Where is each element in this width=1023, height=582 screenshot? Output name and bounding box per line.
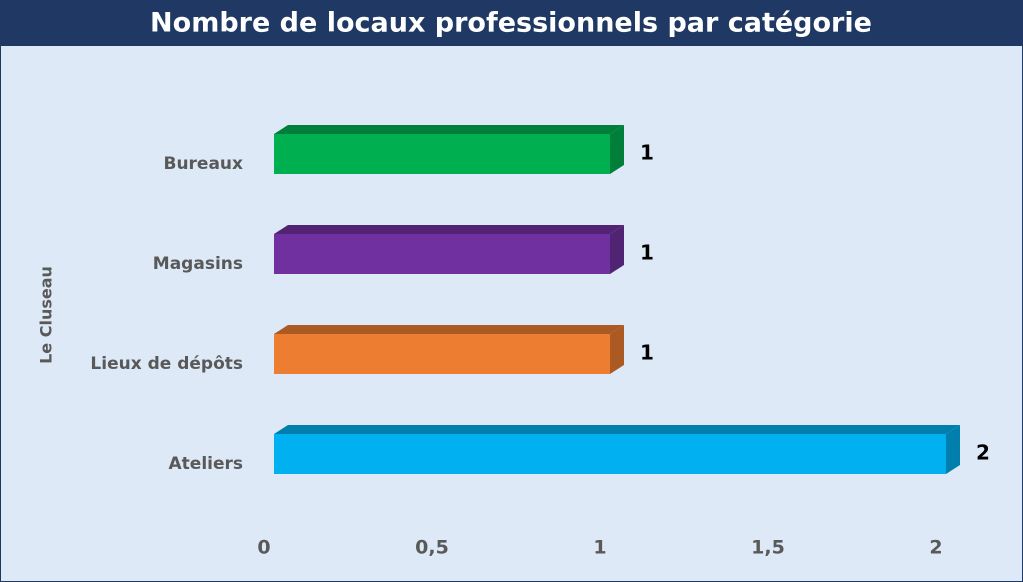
chart-title: Nombre de locaux professionnels par caté… bbox=[150, 8, 872, 39]
y-tick-label: Magasins bbox=[153, 254, 243, 274]
bar-side bbox=[610, 325, 624, 374]
x-tick-label: 0,5 bbox=[415, 537, 449, 559]
x-tick-label: 0 bbox=[257, 537, 270, 559]
bar-top bbox=[274, 425, 960, 434]
bar-side bbox=[946, 425, 960, 474]
y-tick-label: Ateliers bbox=[169, 454, 244, 474]
data-label: 1 bbox=[640, 241, 654, 265]
x-tick-label: 2 bbox=[929, 537, 942, 559]
bar-top bbox=[274, 125, 624, 134]
bar-side bbox=[610, 225, 624, 274]
x-tick-label: 1,5 bbox=[751, 537, 785, 559]
data-label: 1 bbox=[640, 341, 654, 365]
bar bbox=[274, 434, 946, 474]
bar bbox=[274, 134, 610, 174]
data-label: 1 bbox=[640, 141, 654, 165]
bar bbox=[274, 334, 610, 374]
y-axis-label: Le Cluseau bbox=[37, 266, 56, 364]
bar-top bbox=[274, 225, 624, 234]
data-label: 2 bbox=[976, 441, 990, 465]
bar bbox=[274, 234, 610, 274]
title-bar bbox=[0, 0, 1023, 46]
bar-side bbox=[610, 125, 624, 174]
bar-top bbox=[274, 325, 624, 334]
y-tick-label: Bureaux bbox=[163, 154, 243, 174]
y-tick-label: Lieux de dépôts bbox=[90, 354, 243, 374]
x-tick-label: 1 bbox=[593, 537, 606, 559]
